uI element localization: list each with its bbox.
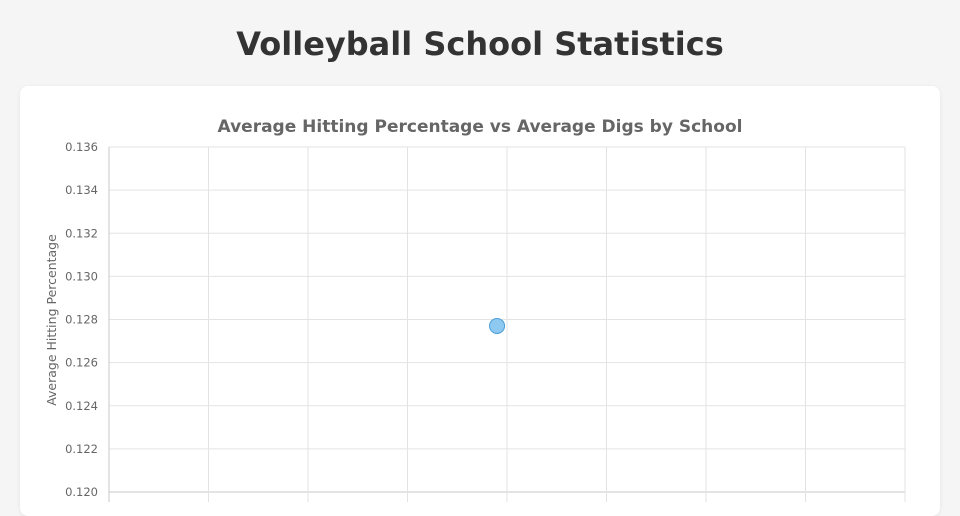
y-tick-label: 0.122 <box>65 442 98 456</box>
y-tick-label: 0.134 <box>65 183 98 197</box>
y-axis-label: Average Hitting Percentage <box>44 234 59 406</box>
data-points <box>489 317 506 334</box>
y-tick-label: 0.128 <box>65 313 98 327</box>
page-title: Volleyball School Statistics <box>236 25 724 63</box>
y-tick-label: 0.124 <box>65 399 98 413</box>
grid <box>108 146 906 502</box>
y-tick-label: 0.126 <box>65 356 98 370</box>
chart-title: Average Hitting Percentage vs Average Di… <box>218 117 743 137</box>
data-point[interactable] <box>489 317 506 334</box>
y-tick-label: 0.132 <box>65 226 98 240</box>
chart-card: Average Hitting Percentage vs Average Di… <box>20 86 940 516</box>
y-tick-label: 0.130 <box>65 269 98 283</box>
y-tick-label: 0.136 <box>65 140 98 154</box>
scatter-chart: Average Hitting Percentage vs Average Di… <box>44 117 906 502</box>
y-tick-labels: 0.136 0.134 0.132 0.130 0.128 0.126 0.124 0.122… <box>65 140 98 499</box>
y-tick-label: 0.120 <box>65 485 98 499</box>
